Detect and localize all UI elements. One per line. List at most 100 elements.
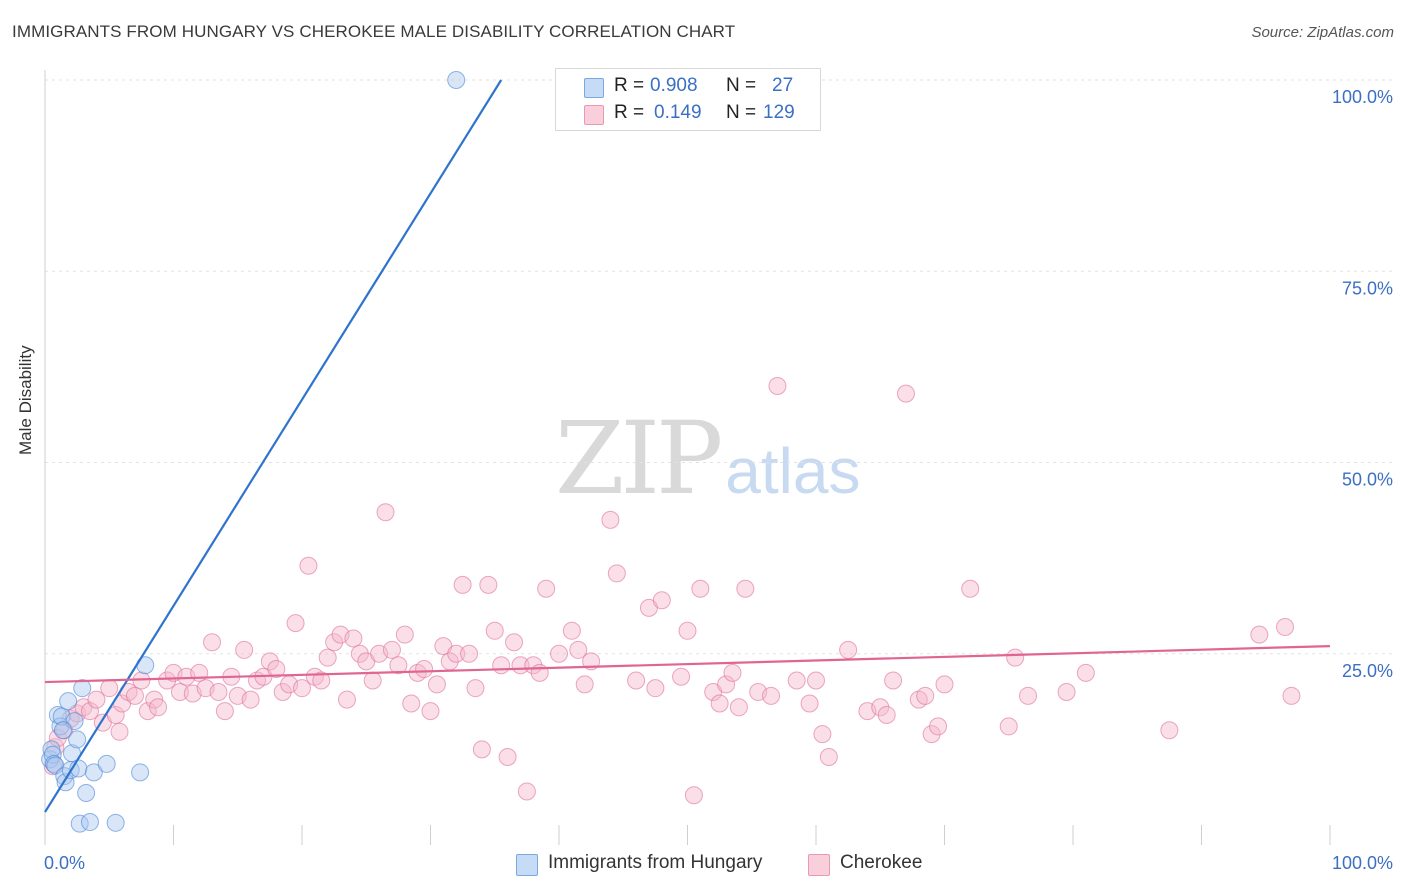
cherokee-point — [550, 644, 568, 663]
cherokee-point — [1160, 721, 1179, 740]
cherokee-point — [382, 640, 401, 659]
cherokee-point — [762, 686, 781, 705]
cherokee-point — [472, 740, 491, 759]
tick-labels: 25.0% 50.0% 75.0% 100.0% 0.0% 100.0% — [44, 87, 1393, 873]
cherokee-point — [138, 702, 157, 721]
cherokee-point — [325, 633, 344, 652]
cherokee-point — [505, 633, 524, 652]
cherokee-point — [1276, 617, 1295, 636]
cherokee-point — [80, 702, 99, 721]
cherokee-point — [710, 694, 729, 713]
cherokee-point — [877, 705, 896, 724]
y-tick-label: 100.0% — [1332, 87, 1393, 107]
cherokee-point — [517, 782, 536, 801]
cherokee-point — [607, 564, 626, 583]
cherokee-point — [110, 722, 129, 741]
stats-swatch-hungary — [584, 78, 604, 98]
cherokee-point — [646, 679, 665, 698]
cherokee-point — [363, 671, 382, 690]
cherokee-point — [376, 503, 395, 522]
cherokee-point — [807, 671, 825, 690]
cherokee-point — [627, 671, 646, 690]
stats-n-label: N = — [726, 102, 757, 123]
hungary-point — [43, 745, 62, 764]
cherokee-point — [787, 671, 806, 690]
cherokee-point — [575, 675, 594, 694]
hungary-point — [131, 763, 150, 782]
cherokee-point — [537, 579, 556, 598]
cherokee-point — [106, 705, 125, 724]
axes — [44, 70, 1331, 845]
stats-n-value: 129 — [763, 102, 795, 123]
cherokee-point — [871, 698, 890, 717]
cherokee-point — [421, 702, 440, 721]
cherokee-point — [466, 679, 485, 698]
cherokee-point — [569, 640, 588, 659]
cherokee-point — [350, 644, 369, 663]
cherokee-point — [170, 683, 189, 701]
hungary-trend-line — [44, 79, 503, 813]
cherokee-point — [839, 640, 858, 659]
cherokee-point — [691, 579, 710, 598]
stats-n-label: N = — [726, 75, 757, 96]
cherokee-point — [717, 675, 736, 694]
legend-label-hungary: Immigrants from Hungary — [548, 852, 763, 873]
hungary-point — [97, 754, 116, 773]
source-label[interactable]: Source: ZipAtlas.com — [1251, 24, 1394, 41]
trend-lines — [44, 79, 1331, 813]
cherokee-point — [1057, 683, 1076, 701]
hungary-point — [59, 692, 78, 711]
cherokee-point — [203, 633, 222, 652]
cherokee-point — [999, 717, 1018, 736]
cherokee-point — [337, 690, 356, 709]
cherokee-point — [209, 683, 228, 701]
cherokee-point — [215, 702, 234, 721]
cherokee-point — [344, 629, 363, 648]
stats-legend: R = 0.908 N = 27 R = 0.149 N = 129 — [555, 68, 821, 131]
cherokee-point — [729, 698, 748, 717]
cherokee-point — [492, 656, 511, 675]
cherokee-point — [267, 660, 286, 679]
legend-label-cherokee: Cherokee — [840, 852, 923, 873]
cherokee-point — [672, 667, 691, 686]
hungary-point — [80, 813, 99, 832]
cherokee-point — [768, 377, 787, 395]
cherokee-point — [1250, 625, 1269, 644]
cherokee-point — [678, 621, 697, 640]
cherokee-point — [460, 644, 479, 663]
stats-r-label: R = — [614, 75, 645, 96]
hungary-point — [106, 813, 125, 832]
hungary-point — [68, 730, 87, 749]
cherokee-point — [1019, 686, 1038, 705]
stats-r-value: 0.908 — [650, 75, 698, 96]
cherokee-point — [1282, 686, 1301, 705]
stats-n-value: 27 — [772, 75, 794, 96]
cherokee-point — [961, 579, 980, 598]
cherokee-point — [235, 640, 254, 659]
cherokee-point — [149, 698, 168, 717]
y-tick-label: 75.0% — [1342, 278, 1393, 298]
hungary-point — [53, 721, 72, 740]
cherokee-point — [1076, 663, 1095, 682]
data-points — [41, 71, 1301, 833]
cherokee-point — [293, 679, 311, 698]
x-tick-label: 0.0% — [44, 853, 85, 873]
cherokee-point — [736, 579, 755, 598]
cherokee-point — [884, 671, 903, 690]
cherokee-point — [819, 748, 838, 767]
cherokee-point — [813, 725, 832, 744]
stats-row-cherokee: R = 0.149 N = 129 — [556, 102, 820, 128]
cherokee-point — [916, 686, 935, 705]
cherokee-point — [800, 694, 819, 713]
cherokee-point — [530, 663, 549, 682]
y-tick-label: 25.0% — [1342, 661, 1393, 681]
cherokee-point — [402, 694, 421, 713]
cherokee-point — [1006, 648, 1025, 667]
y-tick-label: 50.0% — [1342, 470, 1393, 490]
hungary-point — [447, 71, 466, 89]
stats-r-label: R = — [614, 102, 645, 123]
cherokee-point — [125, 686, 144, 705]
cherokee-point — [427, 675, 446, 694]
legend-swatch-hungary — [516, 854, 538, 876]
